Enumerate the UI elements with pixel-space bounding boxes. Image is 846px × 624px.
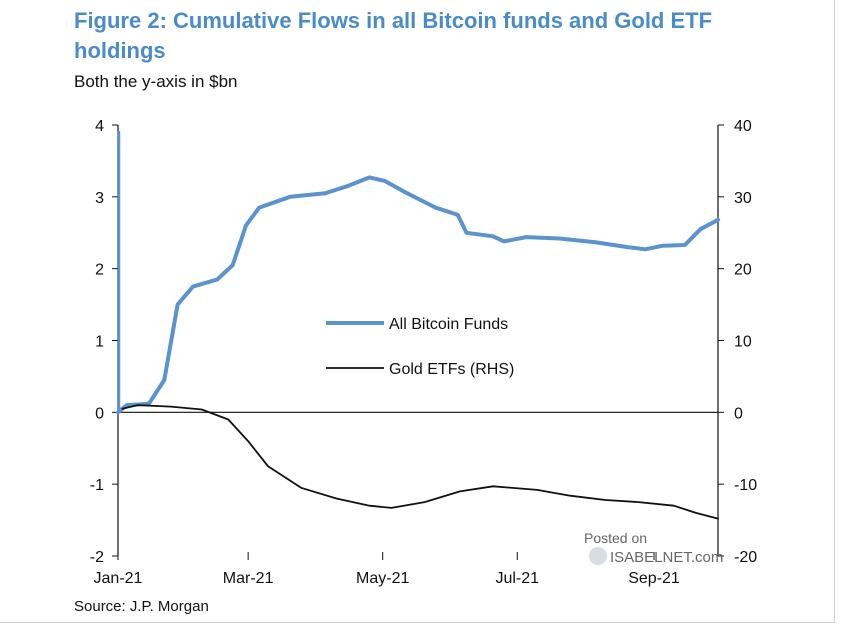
series-line-bitcoin-funds [116, 175, 720, 415]
y-left-tick-label: 2 [95, 262, 104, 279]
legend-item-bitcoin-label: All Bitcoin Funds [389, 316, 508, 333]
chart-subtitle: Both the y-axis in $bn [74, 72, 238, 91]
watermark-globe-icon [589, 547, 607, 565]
y-left-tick-label: -2 [90, 549, 104, 566]
x-tick-label: Sep-21 [628, 570, 680, 587]
y-right-tick-label: -20 [734, 549, 757, 566]
y-left-tick-label: 0 [95, 405, 104, 422]
y-left-tick-label: 3 [95, 190, 104, 207]
y-right-tick-label: 20 [734, 262, 752, 279]
y-right-tick-label: 30 [734, 190, 752, 207]
x-tick-label: Mar-21 [223, 570, 274, 587]
y-left-tick-label: -1 [90, 477, 104, 494]
series-lines [116, 131, 720, 520]
y-left-tick-label: 4 [95, 118, 104, 135]
watermark-line2: ISABELNET.com [610, 549, 723, 566]
chart-source: Source: J.P. Morgan [74, 598, 209, 615]
y-right-tick-label: 40 [734, 118, 752, 135]
watermark-line1: Posted on [584, 530, 647, 546]
x-tick-label: May-21 [356, 570, 409, 587]
y-right-tick-label: 10 [734, 334, 752, 351]
chart-title: Figure 2: Cumulative Flows in all Bitcoi… [74, 8, 713, 63]
legend: All Bitcoin Funds Gold ETFs (RHS) [326, 316, 514, 378]
x-tick-label: Jul-21 [495, 570, 539, 587]
y-right-tick-label: -10 [734, 477, 757, 494]
y-right-tick-label: 0 [734, 405, 743, 422]
legend-item-gold-label: Gold ETFs (RHS) [389, 361, 514, 378]
x-tick-label: Jan-21 [94, 570, 143, 587]
y-left-tick-label: 1 [95, 334, 104, 351]
watermark: Posted on ISABELNET.com [584, 530, 723, 566]
series-line-gold-etfs [121, 404, 719, 520]
